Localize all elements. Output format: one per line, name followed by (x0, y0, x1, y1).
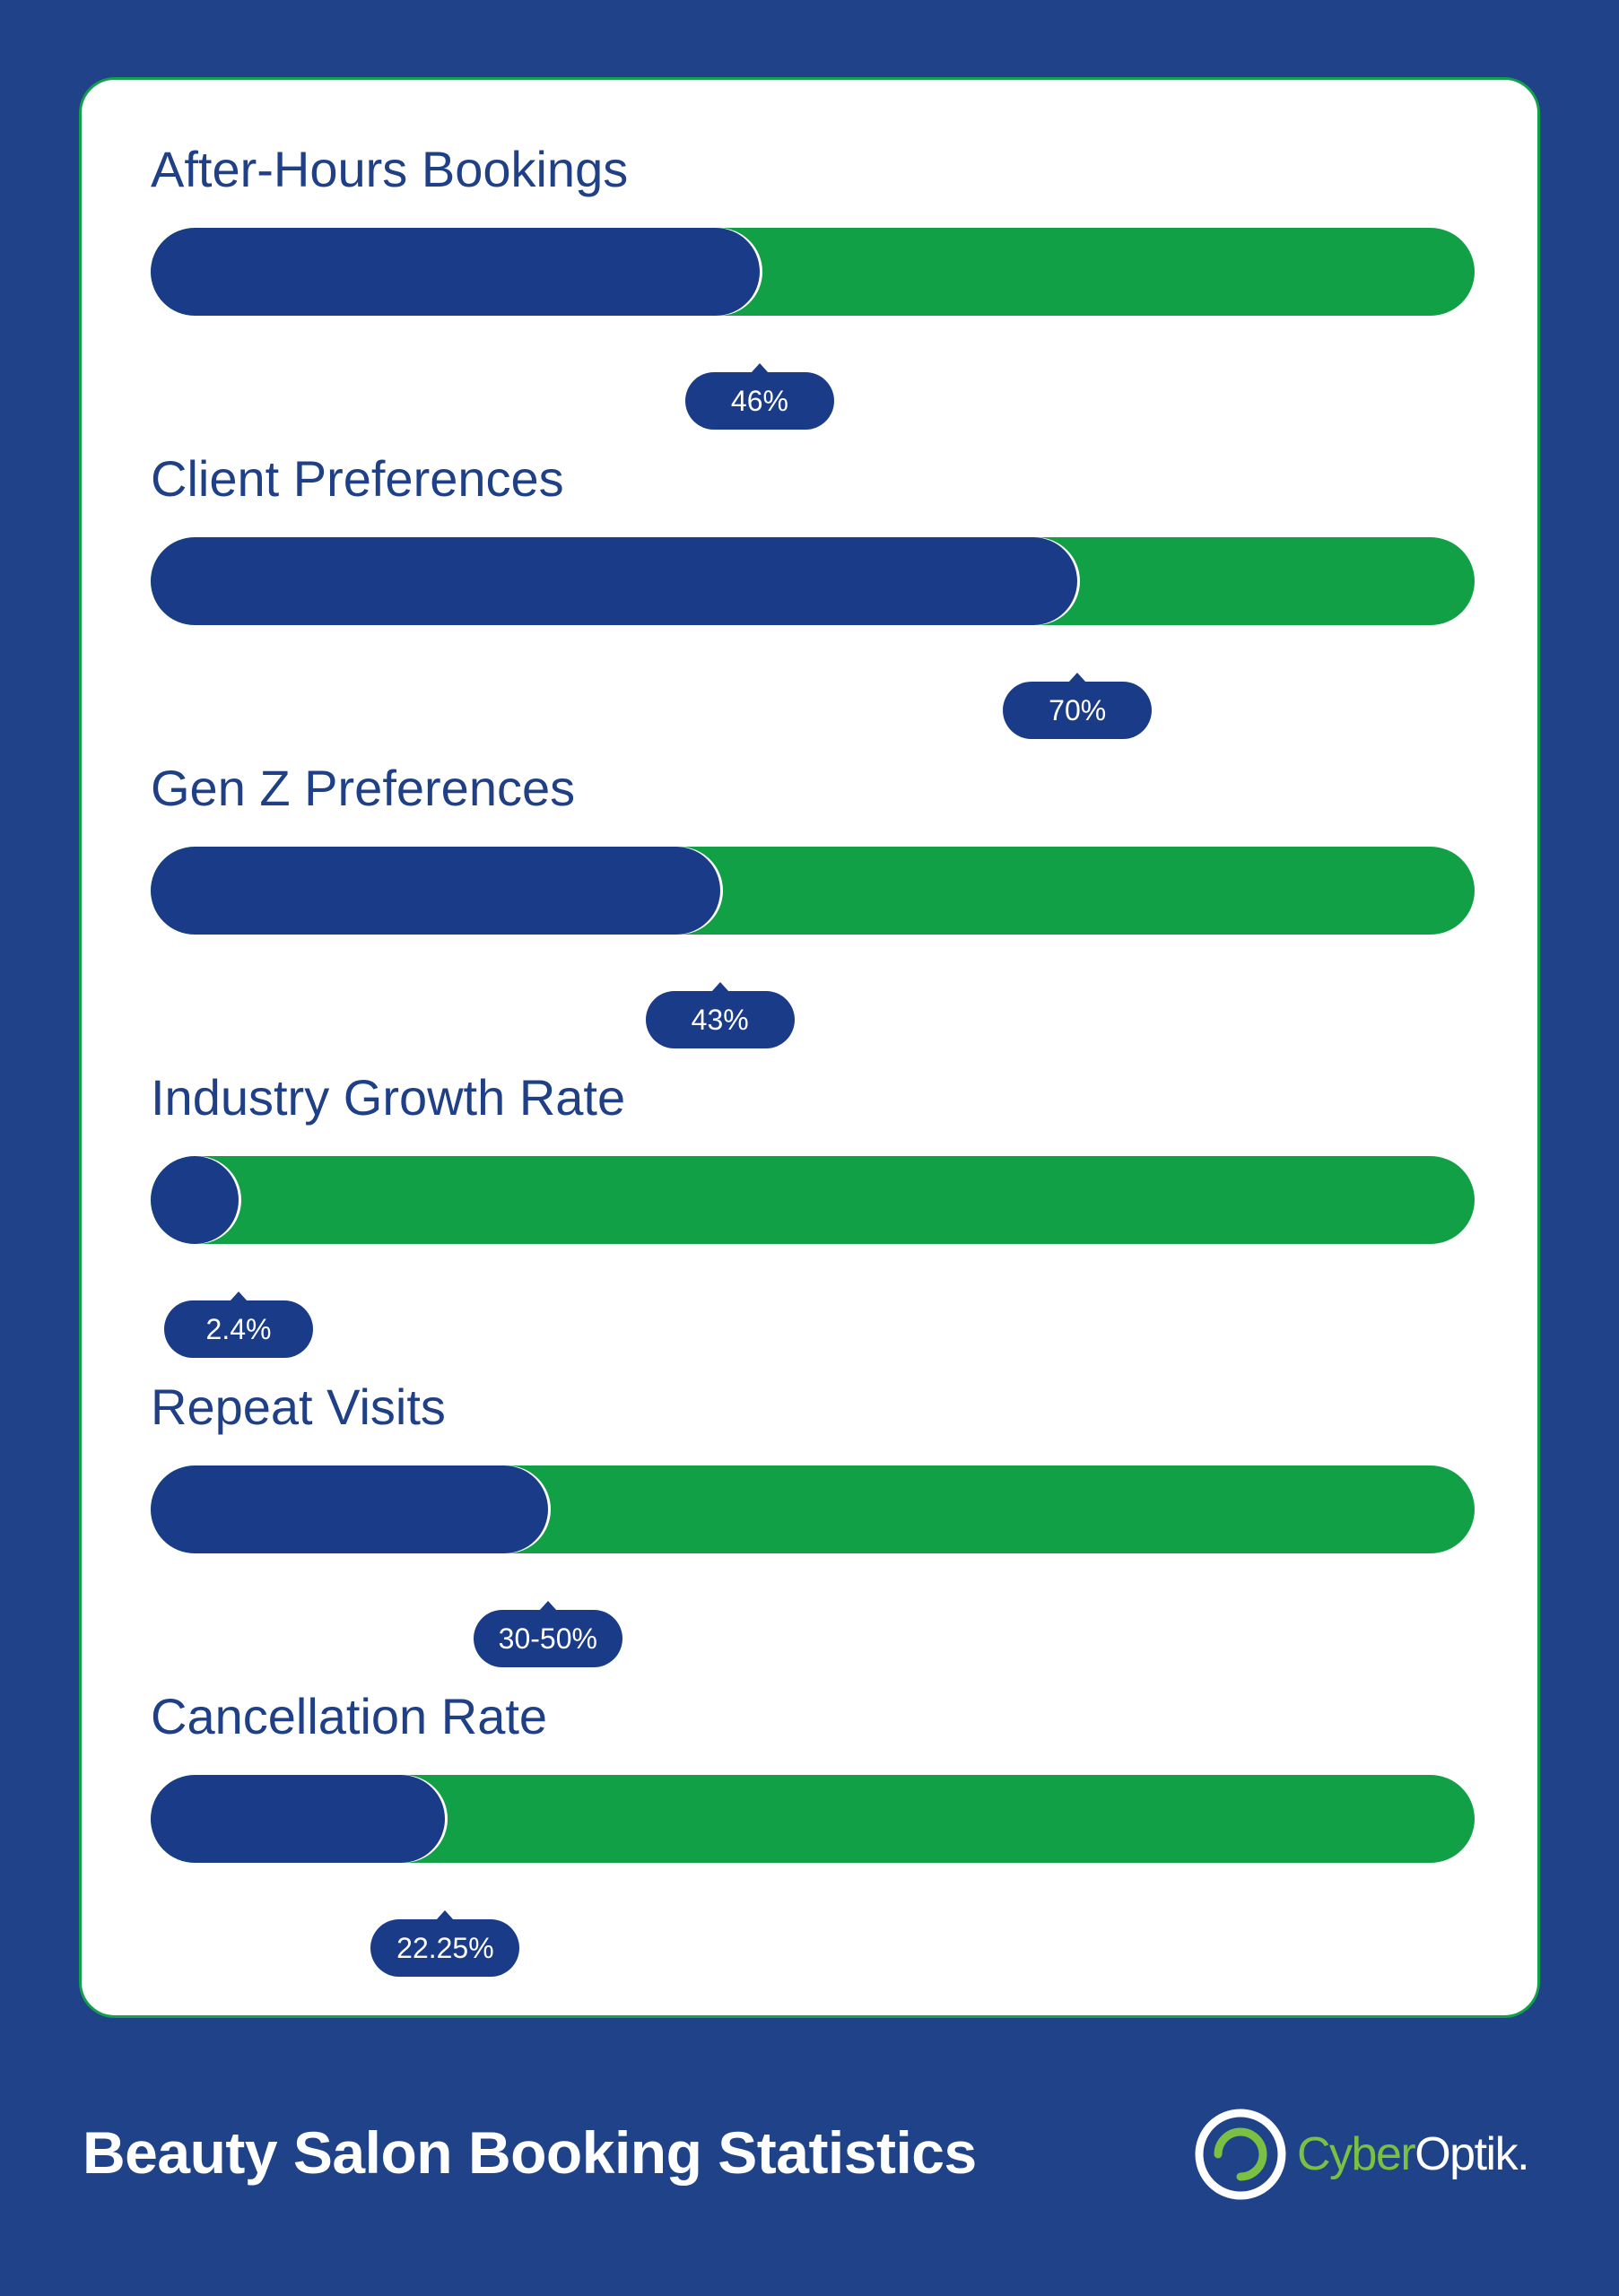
stat-row: Gen Z Preferences 43% (151, 760, 1475, 1048)
bar-track (151, 1775, 1475, 1863)
brand-name-part2: Optik (1414, 2128, 1518, 2180)
bar-fill (151, 847, 720, 935)
bar-fill (151, 1465, 548, 1553)
stat-row: Cancellation Rate 22.25% (151, 1688, 1475, 1977)
stat-label: Industry Growth Rate (151, 1069, 626, 1126)
cyberoptik-logo-icon (1195, 2109, 1286, 2200)
brand-logo: CyberOptik. (1191, 2100, 1530, 2208)
bar-track (151, 1156, 1475, 1244)
bar-track (151, 228, 1475, 316)
bar-track (151, 1465, 1475, 1553)
brand-name-dot: . (1517, 2128, 1529, 2180)
value-badge: 2.4% (164, 1292, 313, 1358)
stats-card: After-Hours Bookings 46% Client Preference… (79, 77, 1540, 2018)
stat-row: Industry Growth Rate 2.4% (151, 1069, 1475, 1358)
bar-track (151, 537, 1475, 625)
stat-label: Client Preferences (151, 450, 564, 507)
bar-fill (151, 1775, 446, 1863)
stat-label: After-Hours Bookings (151, 141, 629, 197)
stat-label: Repeat Visits (151, 1378, 446, 1435)
bar-fill (151, 228, 760, 316)
stat-label: Cancellation Rate (151, 1688, 548, 1744)
chart-title: Beauty Salon Booking Statistics (83, 2119, 977, 2186)
stat-row: Repeat Visits 30-50% (151, 1378, 1475, 1667)
value-badge: 43% (645, 982, 795, 1048)
value-badge: 22.25% (370, 1910, 520, 1977)
value-badge: 30-50% (473, 1601, 622, 1667)
brand-name: CyberOptik. (1297, 2127, 1530, 2181)
stat-row: Client Preferences 70% (151, 450, 1475, 739)
value-badge: 70% (1003, 673, 1153, 739)
bar-track (151, 847, 1475, 935)
stat-label: Gen Z Preferences (151, 760, 576, 816)
stat-row: After-Hours Bookings 46% (151, 141, 1475, 430)
value-badge: 46% (684, 363, 834, 430)
bar-fill (151, 537, 1078, 625)
bar-fill (151, 1156, 239, 1244)
brand-name-part1: Cyber (1297, 2128, 1416, 2180)
